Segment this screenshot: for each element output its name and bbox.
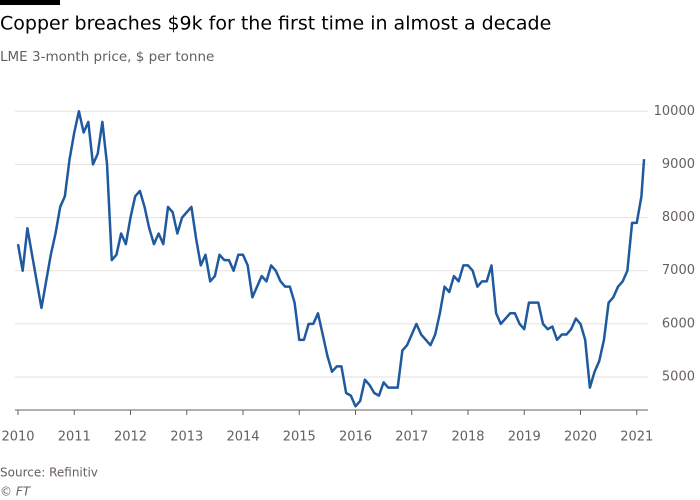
x-tick-label: 2014 [226,430,259,445]
chart-title: Copper breaches $9k for the first time i… [0,13,551,35]
copyright: © FT [0,485,32,499]
brand-bar [0,0,60,5]
y-tick-label: 6000 [662,316,695,331]
x-tick-label: 2010 [1,430,34,445]
x-tick-label: 2019 [508,430,541,445]
price-line [16,110,646,408]
y-tick-label: 10000 [654,104,695,119]
x-tick-label: 2017 [395,430,428,445]
x-tick-label: 2018 [451,430,484,445]
x-tick-label: 2012 [114,430,147,445]
y-tick-label: 9000 [662,157,695,172]
y-tick-label: 7000 [662,263,695,278]
y-tick-label: 8000 [662,210,695,225]
x-tick-label: 2021 [620,430,653,445]
x-tick-label: 2015 [283,430,316,445]
x-tick-label: 2013 [170,430,203,445]
x-tick-label: 2016 [339,430,372,445]
chart-subtitle: LME 3-month price, $ per tonne [0,49,214,65]
x-tick-label: 2020 [564,430,597,445]
source: Source: Refinitiv [0,466,98,480]
y-tick-label: 5000 [662,370,695,385]
x-tick-label: 2011 [58,430,91,445]
